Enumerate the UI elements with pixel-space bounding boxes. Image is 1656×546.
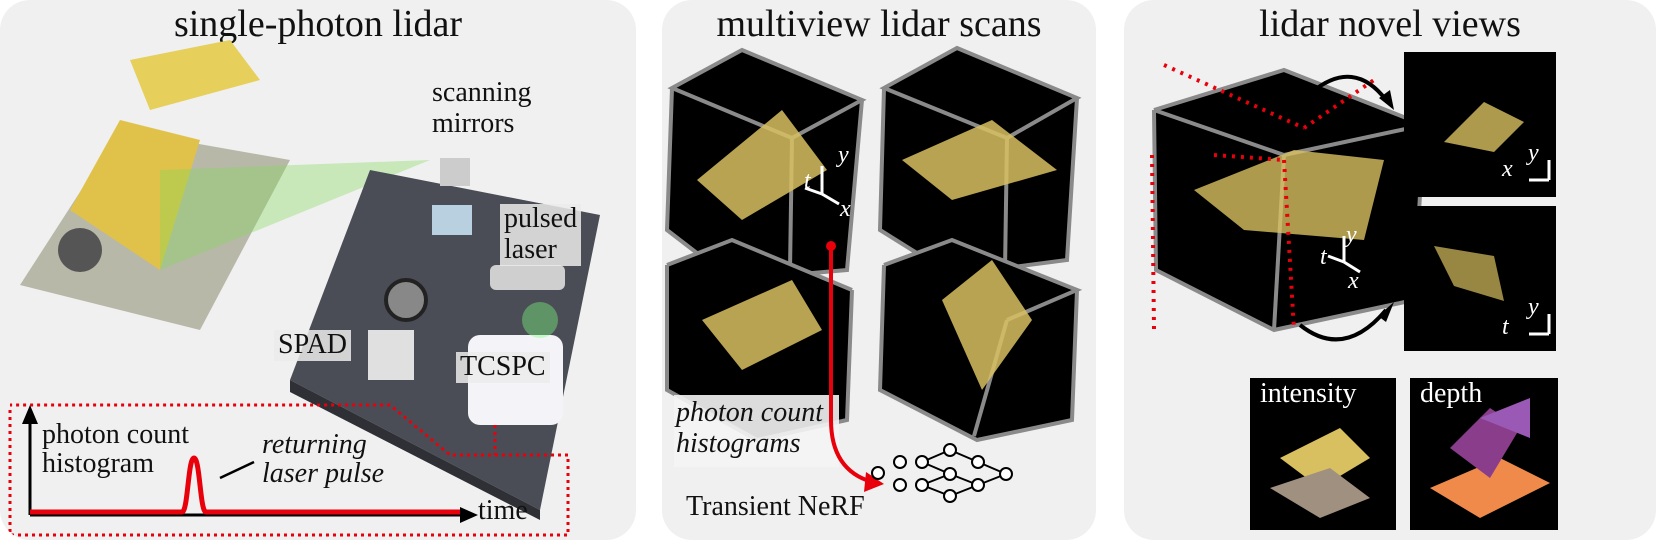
view-bottom-render (1434, 246, 1551, 336)
curved-arrow-top (1310, 74, 1388, 102)
axis-label-y: y (838, 142, 849, 168)
panel-multiview-lidar-scans: multiview lidar scans (662, 0, 1096, 540)
axis-label-x: x (1348, 268, 1359, 294)
label-text: scanning mirrors (432, 77, 532, 139)
axis-label-y: y (1346, 222, 1357, 248)
mirror-block (432, 205, 472, 235)
novel-view-top: x y (1404, 52, 1556, 197)
intensity-render (1270, 428, 1370, 518)
axis-label-t: t (804, 168, 811, 194)
label-text: photon count histogram (42, 419, 189, 480)
red-slice-lines (1150, 63, 1376, 331)
scan-cube-1 (664, 47, 867, 283)
panel-single-photon-lidar: single-photon lidar scanning mirrors (0, 0, 636, 540)
laser-glow (522, 302, 558, 338)
label-photon-count-histograms: photon count histograms (676, 397, 823, 460)
axis-label-t: t (1320, 244, 1327, 270)
y-axis-arrow (22, 405, 38, 424)
pulsed-laser-body (490, 265, 565, 290)
novel-view-bottom: t y (1404, 206, 1556, 351)
label-intensity: intensity (1260, 378, 1357, 409)
label-spad: SPAD (274, 329, 352, 361)
label-tcspc: TCSPC (456, 351, 550, 383)
x-axis-arrow (460, 507, 478, 523)
axis-label-t: t (1502, 314, 1509, 340)
label-photon-count-histogram: photon count histogram (42, 420, 189, 479)
arrow-head (864, 472, 884, 492)
panel-title: lidar novel views (1259, 3, 1521, 45)
panel-title: single-photon lidar (173, 3, 463, 45)
scan-cubes-illustration (664, 45, 1083, 503)
scanning-mirror-unit (440, 158, 470, 186)
label-returning-laser-pulse: returning laser pulse (262, 430, 384, 489)
panel-title: multiview lidar scans (716, 3, 1042, 45)
scan-cube-4 (877, 237, 1083, 443)
lego-bulldozer (70, 120, 200, 270)
optical-table-edge (290, 380, 540, 520)
laser-scan-rays (160, 160, 430, 270)
lego-bucket (130, 40, 260, 110)
scan-cube-2 (877, 45, 1082, 278)
neural-network-icon (871, 443, 1013, 503)
novel-axes-glyph (1327, 236, 1361, 274)
laser-pulse-curve (30, 455, 460, 515)
label-text: photon count histograms (676, 397, 823, 459)
intensity-image: intensity (1250, 378, 1396, 530)
lidar-setup-illustration (8, 40, 600, 537)
axis-label-x: x (1502, 156, 1513, 182)
histogram-box (8, 403, 570, 537)
arrow-to-nerf (829, 246, 873, 484)
axis-label-y: y (1528, 294, 1539, 320)
label-transient-nerf: Transient NeRF (686, 491, 865, 522)
novel-cube-content (1194, 150, 1384, 240)
curved-arrow-bottom (1298, 308, 1388, 342)
label-depth: depth (1420, 378, 1483, 409)
axes-glyph (804, 166, 840, 206)
lens (384, 278, 428, 322)
label-time: time (478, 495, 528, 526)
panel-lidar-novel-views: lidar novel views x y t y t y x (1124, 0, 1656, 540)
axis-label-y: y (1528, 140, 1539, 166)
lego-wheel (58, 228, 102, 272)
axis-label-x: x (840, 196, 851, 222)
label-text: pulsed laser (504, 203, 578, 265)
depth-image: depth (1410, 378, 1558, 530)
view-top-render (1444, 102, 1551, 182)
label-scanning-mirrors: scanning mirrors (432, 77, 532, 140)
label-pulsed-laser: pulsed laser (500, 203, 582, 266)
depth-render (1430, 398, 1550, 518)
label-text: returning laser pulse (262, 429, 385, 490)
spad-detector (368, 330, 414, 380)
histogram-label-bg (674, 395, 839, 467)
pulse-pointer (219, 460, 255, 480)
